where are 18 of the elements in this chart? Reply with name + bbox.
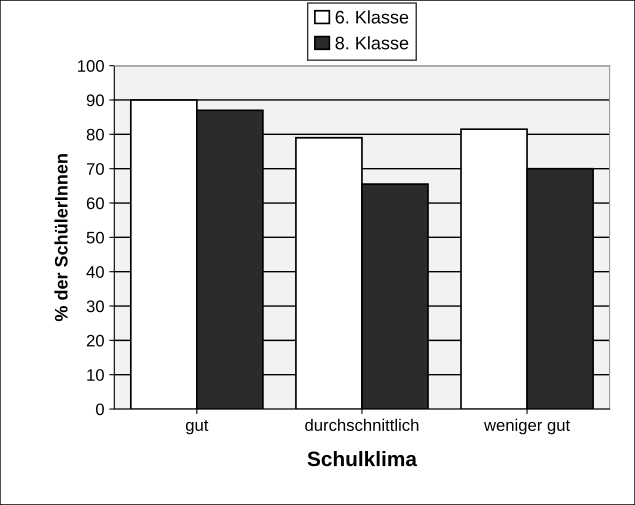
y-tick-label: 90	[86, 94, 104, 106]
y-tick-label: 40	[86, 266, 104, 278]
y-tick-label: 70	[86, 163, 104, 175]
legend-label: 8. Klasse	[336, 36, 408, 50]
y-tick-label: 20	[86, 334, 104, 347]
x-tick-label: gut	[186, 420, 208, 434]
y-tick-label: 0	[96, 403, 104, 416]
y-tick-label: 10	[87, 369, 104, 381]
legend-label: 6. Klasse	[336, 10, 408, 24]
x-tick-label: weniger gut	[484, 418, 570, 434]
y-tick-label: 50	[86, 232, 104, 244]
x-axis-title: Schulklima	[308, 450, 418, 466]
y-tick-label: 80	[86, 128, 104, 141]
y-tick-label: 100	[78, 60, 104, 72]
y-tick-label: 30	[86, 300, 104, 312]
y-tick-label: 60	[86, 197, 104, 210]
y-axis-title: % der SchülerInnen	[54, 154, 68, 322]
x-tick-label: durchschnittlich	[305, 418, 418, 432]
